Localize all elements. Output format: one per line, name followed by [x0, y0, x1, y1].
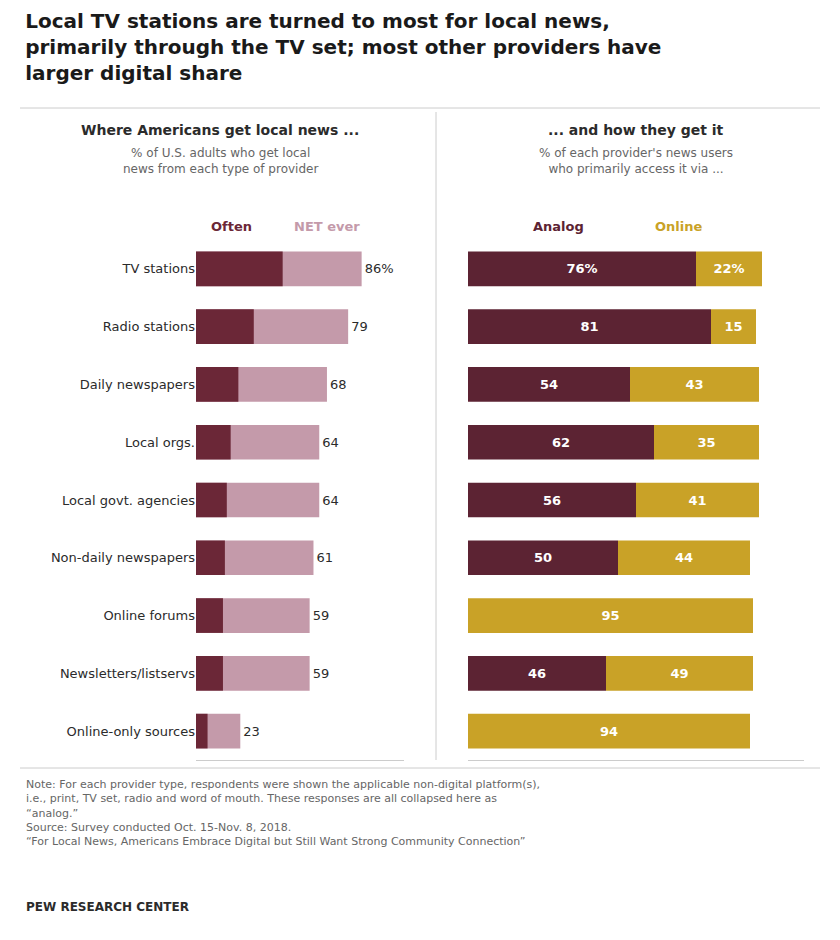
svg-text:62: 62	[552, 435, 570, 450]
svg-text:35: 35	[697, 435, 715, 450]
svg-text:49: 49	[670, 666, 688, 681]
svg-text:Non-daily newspapers: Non-daily newspapers	[51, 550, 195, 565]
svg-text:56: 56	[543, 493, 561, 508]
svg-text:% of U.S. adults who get local: % of U.S. adults who get localnews from …	[123, 146, 318, 176]
svg-text:Local TV stations are turned t: Local TV stations are turned to most for…	[25, 9, 661, 85]
svg-text:54: 54	[540, 377, 558, 392]
svg-text:... and how they get it: ... and how they get it	[548, 122, 724, 138]
svg-text:Where Americans get local news: Where Americans get local news ...	[81, 122, 359, 138]
svg-text:% of each provider's news user: % of each provider's news userswho prima…	[539, 146, 733, 176]
svg-text:Newsletters/listservs: Newsletters/listservs	[60, 666, 195, 681]
svg-text:Radio stations: Radio stations	[103, 319, 195, 334]
svg-text:NET ever: NET ever	[294, 219, 360, 234]
svg-text:46: 46	[528, 666, 546, 681]
svg-text:22%: 22%	[713, 261, 744, 276]
svg-text:43: 43	[685, 377, 703, 392]
svg-text:Online: Online	[655, 219, 702, 234]
svg-text:TV stations: TV stations	[122, 261, 196, 276]
svg-text:Often: Often	[211, 219, 252, 234]
svg-text:76%: 76%	[566, 261, 597, 276]
svg-text:Note: For each provider type,: Note: For each provider type, respondent…	[26, 778, 540, 848]
svg-text:Local govt. agencies: Local govt. agencies	[62, 493, 195, 508]
svg-text:Analog: Analog	[533, 219, 584, 234]
svg-text:Online forums: Online forums	[103, 608, 195, 623]
svg-text:44: 44	[675, 550, 693, 565]
svg-text:15: 15	[724, 319, 742, 334]
svg-text:59: 59	[313, 666, 330, 681]
svg-text:95: 95	[601, 608, 619, 623]
svg-text:Online-only sources: Online-only sources	[67, 724, 196, 739]
svg-text:Daily newspapers: Daily newspapers	[80, 377, 195, 392]
svg-text:79: 79	[351, 319, 368, 334]
svg-text:59: 59	[313, 608, 330, 623]
svg-text:41: 41	[688, 493, 706, 508]
svg-text:50: 50	[534, 550, 552, 565]
svg-text:68: 68	[330, 377, 347, 392]
svg-text:23: 23	[243, 724, 260, 739]
svg-text:81: 81	[580, 319, 598, 334]
svg-text:64: 64	[322, 493, 339, 508]
svg-text:86%: 86%	[365, 261, 394, 276]
svg-text:Local orgs.: Local orgs.	[125, 435, 195, 450]
svg-text:64: 64	[322, 435, 339, 450]
svg-text:94: 94	[600, 724, 618, 739]
svg-text:PEW RESEARCH CENTER: PEW RESEARCH CENTER	[26, 900, 189, 914]
svg-text:61: 61	[316, 550, 333, 565]
